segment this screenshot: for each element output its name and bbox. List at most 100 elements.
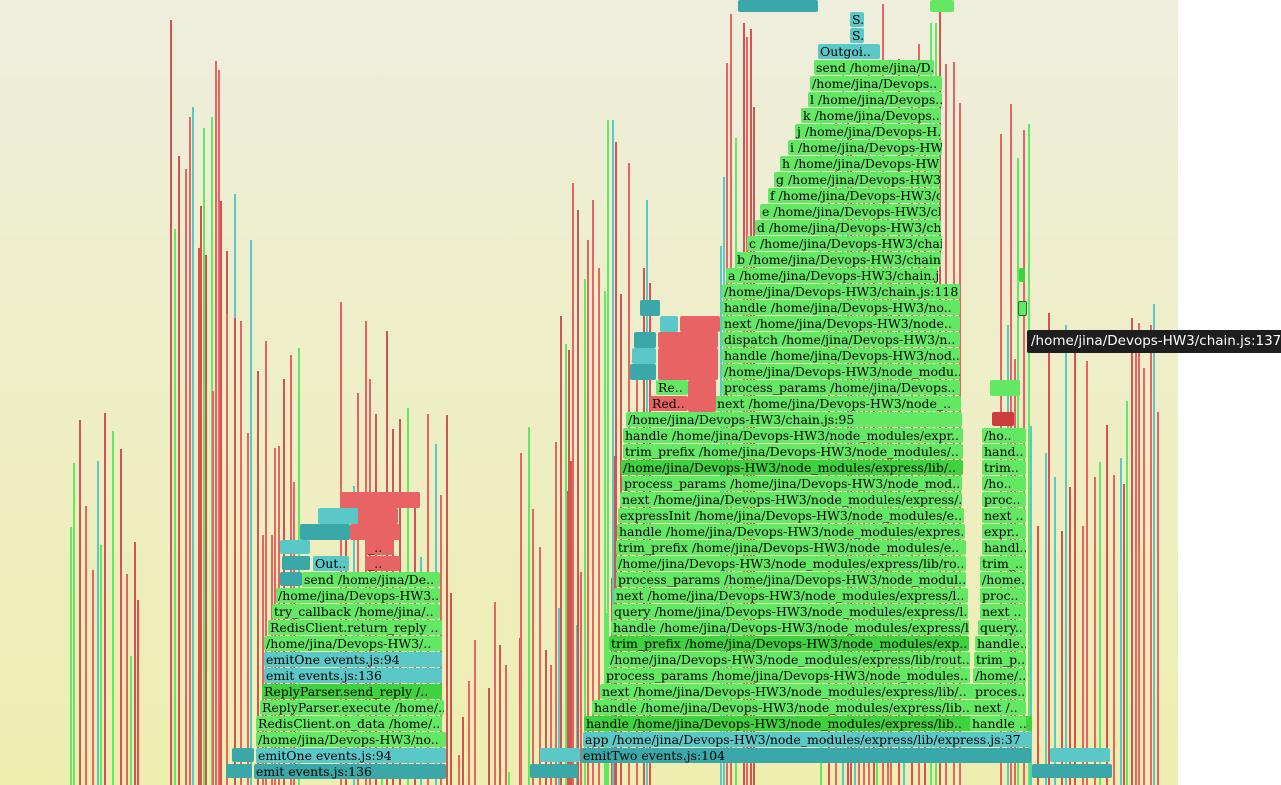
stack-frame[interactable] [632, 348, 656, 364]
stack-strip[interactable] [1094, 477, 1096, 785]
stack-strip[interactable] [1138, 323, 1140, 785]
stack-frame[interactable]: l /home/jina/Devops.. [808, 92, 942, 107]
stack-frame[interactable] [930, 0, 954, 12]
stack-strip[interactable] [474, 640, 476, 785]
stack-strip[interactable] [112, 431, 114, 785]
stack-strip[interactable] [1082, 526, 1084, 785]
stack-strip[interactable] [566, 491, 568, 785]
stack-strip[interactable] [1000, 134, 1002, 785]
stack-strip[interactable] [1074, 344, 1076, 785]
stack-strip[interactable] [130, 656, 132, 785]
stack-strip[interactable] [1106, 425, 1108, 785]
stack-frame[interactable]: emitTwo events.js:104 [581, 748, 1031, 763]
stack-frame[interactable]: trim_prefix /home/jina/Devops-HW3/node_m… [616, 540, 966, 555]
stack-frame[interactable]: next /home/jina/Devops-HW3/node_modules/… [600, 684, 974, 699]
stack-strip[interactable] [560, 316, 562, 785]
stack-frame[interactable]: process_params /home/jina/Devops-HW3/nod… [616, 572, 966, 587]
stack-strip[interactable] [499, 645, 501, 785]
stack-strip[interactable] [620, 294, 622, 785]
stack-strip[interactable] [240, 321, 242, 785]
stack-strip[interactable] [520, 453, 522, 785]
stack-strip[interactable] [508, 772, 510, 785]
stack-frame[interactable] [1050, 748, 1110, 762]
stack-strip[interactable] [558, 608, 560, 785]
stack-frame[interactable]: trim_p.. [974, 652, 1026, 667]
stack-frame[interactable]: /home/jina/Devops-HW3.. [276, 588, 440, 603]
stack-frame[interactable] [280, 540, 310, 554]
stack-strip[interactable] [97, 461, 99, 785]
stack-frame[interactable]: _.. [366, 556, 400, 571]
stack-strip[interactable] [250, 240, 252, 785]
stack-frame[interactable]: e /home/jina/Devops-HW3/ch.. [760, 204, 940, 219]
stack-frame[interactable]: trim_.. [980, 556, 1026, 571]
stack-strip[interactable] [79, 420, 81, 785]
stack-frame[interactable] [680, 316, 720, 332]
stack-strip[interactable] [205, 255, 207, 785]
stack-frame[interactable]: proc.. [982, 492, 1026, 507]
stack-frame[interactable]: c /home/jina/Devops-HW3/chain.. [747, 236, 942, 251]
stack-strip[interactable] [1061, 531, 1063, 785]
stack-frame[interactable]: /home/jina/Devops-HW3/node_modu.. [722, 364, 960, 379]
stack-strip[interactable] [185, 169, 187, 785]
stack-strip[interactable] [265, 341, 267, 785]
stack-frame[interactable]: /home.. [980, 572, 1026, 587]
stack-frame[interactable]: k /home/jina/Devops.. [801, 108, 941, 123]
stack-frame[interactable]: hand.. [982, 444, 1026, 459]
stack-frame[interactable]: send /home/jina/D.. [814, 60, 934, 75]
stack-strip[interactable] [1143, 368, 1145, 785]
stack-frame[interactable]: /home/jina/Devops-HW3/.. [264, 636, 442, 651]
stack-frame[interactable] [232, 748, 254, 762]
stack-frame[interactable]: trim_prefix /home/jina/Devops-HW3/node_m… [609, 636, 969, 651]
stack-strip[interactable] [1069, 487, 1071, 785]
stack-strip[interactable] [134, 542, 136, 785]
stack-strip[interactable] [198, 248, 200, 785]
stack-frame[interactable]: next /home/jina/Devops-HW3/node_.. [715, 396, 961, 411]
stack-frame[interactable] [660, 316, 678, 332]
stack-frame[interactable]: /home/jina/Devops-HW3/no.. [256, 732, 446, 747]
stack-frame[interactable]: query.. [978, 620, 1026, 635]
stack-frame[interactable]: emit events.js:136 [264, 668, 442, 683]
stack-frame[interactable] [658, 348, 718, 380]
stack-strip[interactable] [340, 302, 342, 785]
stack-frame[interactable] [318, 508, 358, 524]
stack-frame[interactable]: d /home/jina/Devops-HW3/ch.. [755, 220, 941, 235]
stack-frame[interactable] [282, 556, 310, 570]
stack-strip[interactable] [226, 314, 228, 785]
stack-frame[interactable]: S.. [850, 12, 864, 27]
stack-strip[interactable] [1157, 412, 1159, 785]
stack-frame[interactable]: /ho.. [982, 476, 1026, 491]
stack-strip[interactable] [528, 427, 530, 785]
stack-frame[interactable]: Out.. [313, 556, 349, 571]
stack-frame[interactable]: Re.. [656, 380, 688, 395]
stack-frame[interactable]: RedisClient.return_reply .. [268, 620, 442, 635]
stack-frame[interactable]: expressInit /home/jina/Devops-HW3/node_m… [618, 508, 964, 523]
flame-graph[interactable]: S..S..Outgoi..send /home/jina/D../home/j… [0, 0, 1178, 785]
stack-strip[interactable] [446, 415, 448, 785]
stack-strip[interactable] [598, 268, 600, 785]
stack-frame[interactable]: handle /home/jina/Devops-HW3/node_module… [623, 428, 963, 443]
stack-frame[interactable]: proces.. [973, 684, 1026, 699]
stack-frame[interactable]: /home/jina/Devops-HW3/node_modules/expre… [621, 460, 963, 475]
stack-frame[interactable] [530, 764, 578, 778]
stack-frame[interactable] [634, 332, 656, 348]
stack-strip[interactable] [290, 355, 292, 785]
stack-strip[interactable] [1065, 325, 1067, 785]
stack-strip[interactable] [192, 107, 194, 785]
stack-frame[interactable]: Outgoi.. [818, 44, 880, 59]
stack-strip[interactable] [200, 206, 202, 785]
stack-frame[interactable]: b /home/jina/Devops-HW3/chain.j.. [735, 252, 941, 267]
stack-strip[interactable] [746, 37, 748, 785]
stack-frame[interactable]: next /home/jina/Devops-HW3/node_modules/… [614, 588, 968, 603]
stack-frame[interactable]: /home/jina/Devops-HW3/chain.js:118 [722, 284, 960, 299]
stack-strip[interactable] [545, 650, 547, 785]
stack-strip[interactable] [505, 665, 507, 785]
stack-strip[interactable] [1030, 426, 1032, 785]
stack-frame[interactable]: handle /home/jina/Devops-HW3/node_module… [592, 700, 978, 715]
stack-frame[interactable]: next .. [980, 604, 1026, 619]
stack-strip[interactable] [532, 509, 534, 785]
stack-frame[interactable] [280, 572, 302, 586]
stack-frame[interactable] [688, 380, 716, 412]
stack-frame[interactable]: dispatch /home/jina/Devops-HW3/n.. [722, 332, 960, 347]
stack-strip[interactable] [584, 279, 586, 785]
stack-frame[interactable]: send /home/jina/De.. [302, 572, 440, 587]
